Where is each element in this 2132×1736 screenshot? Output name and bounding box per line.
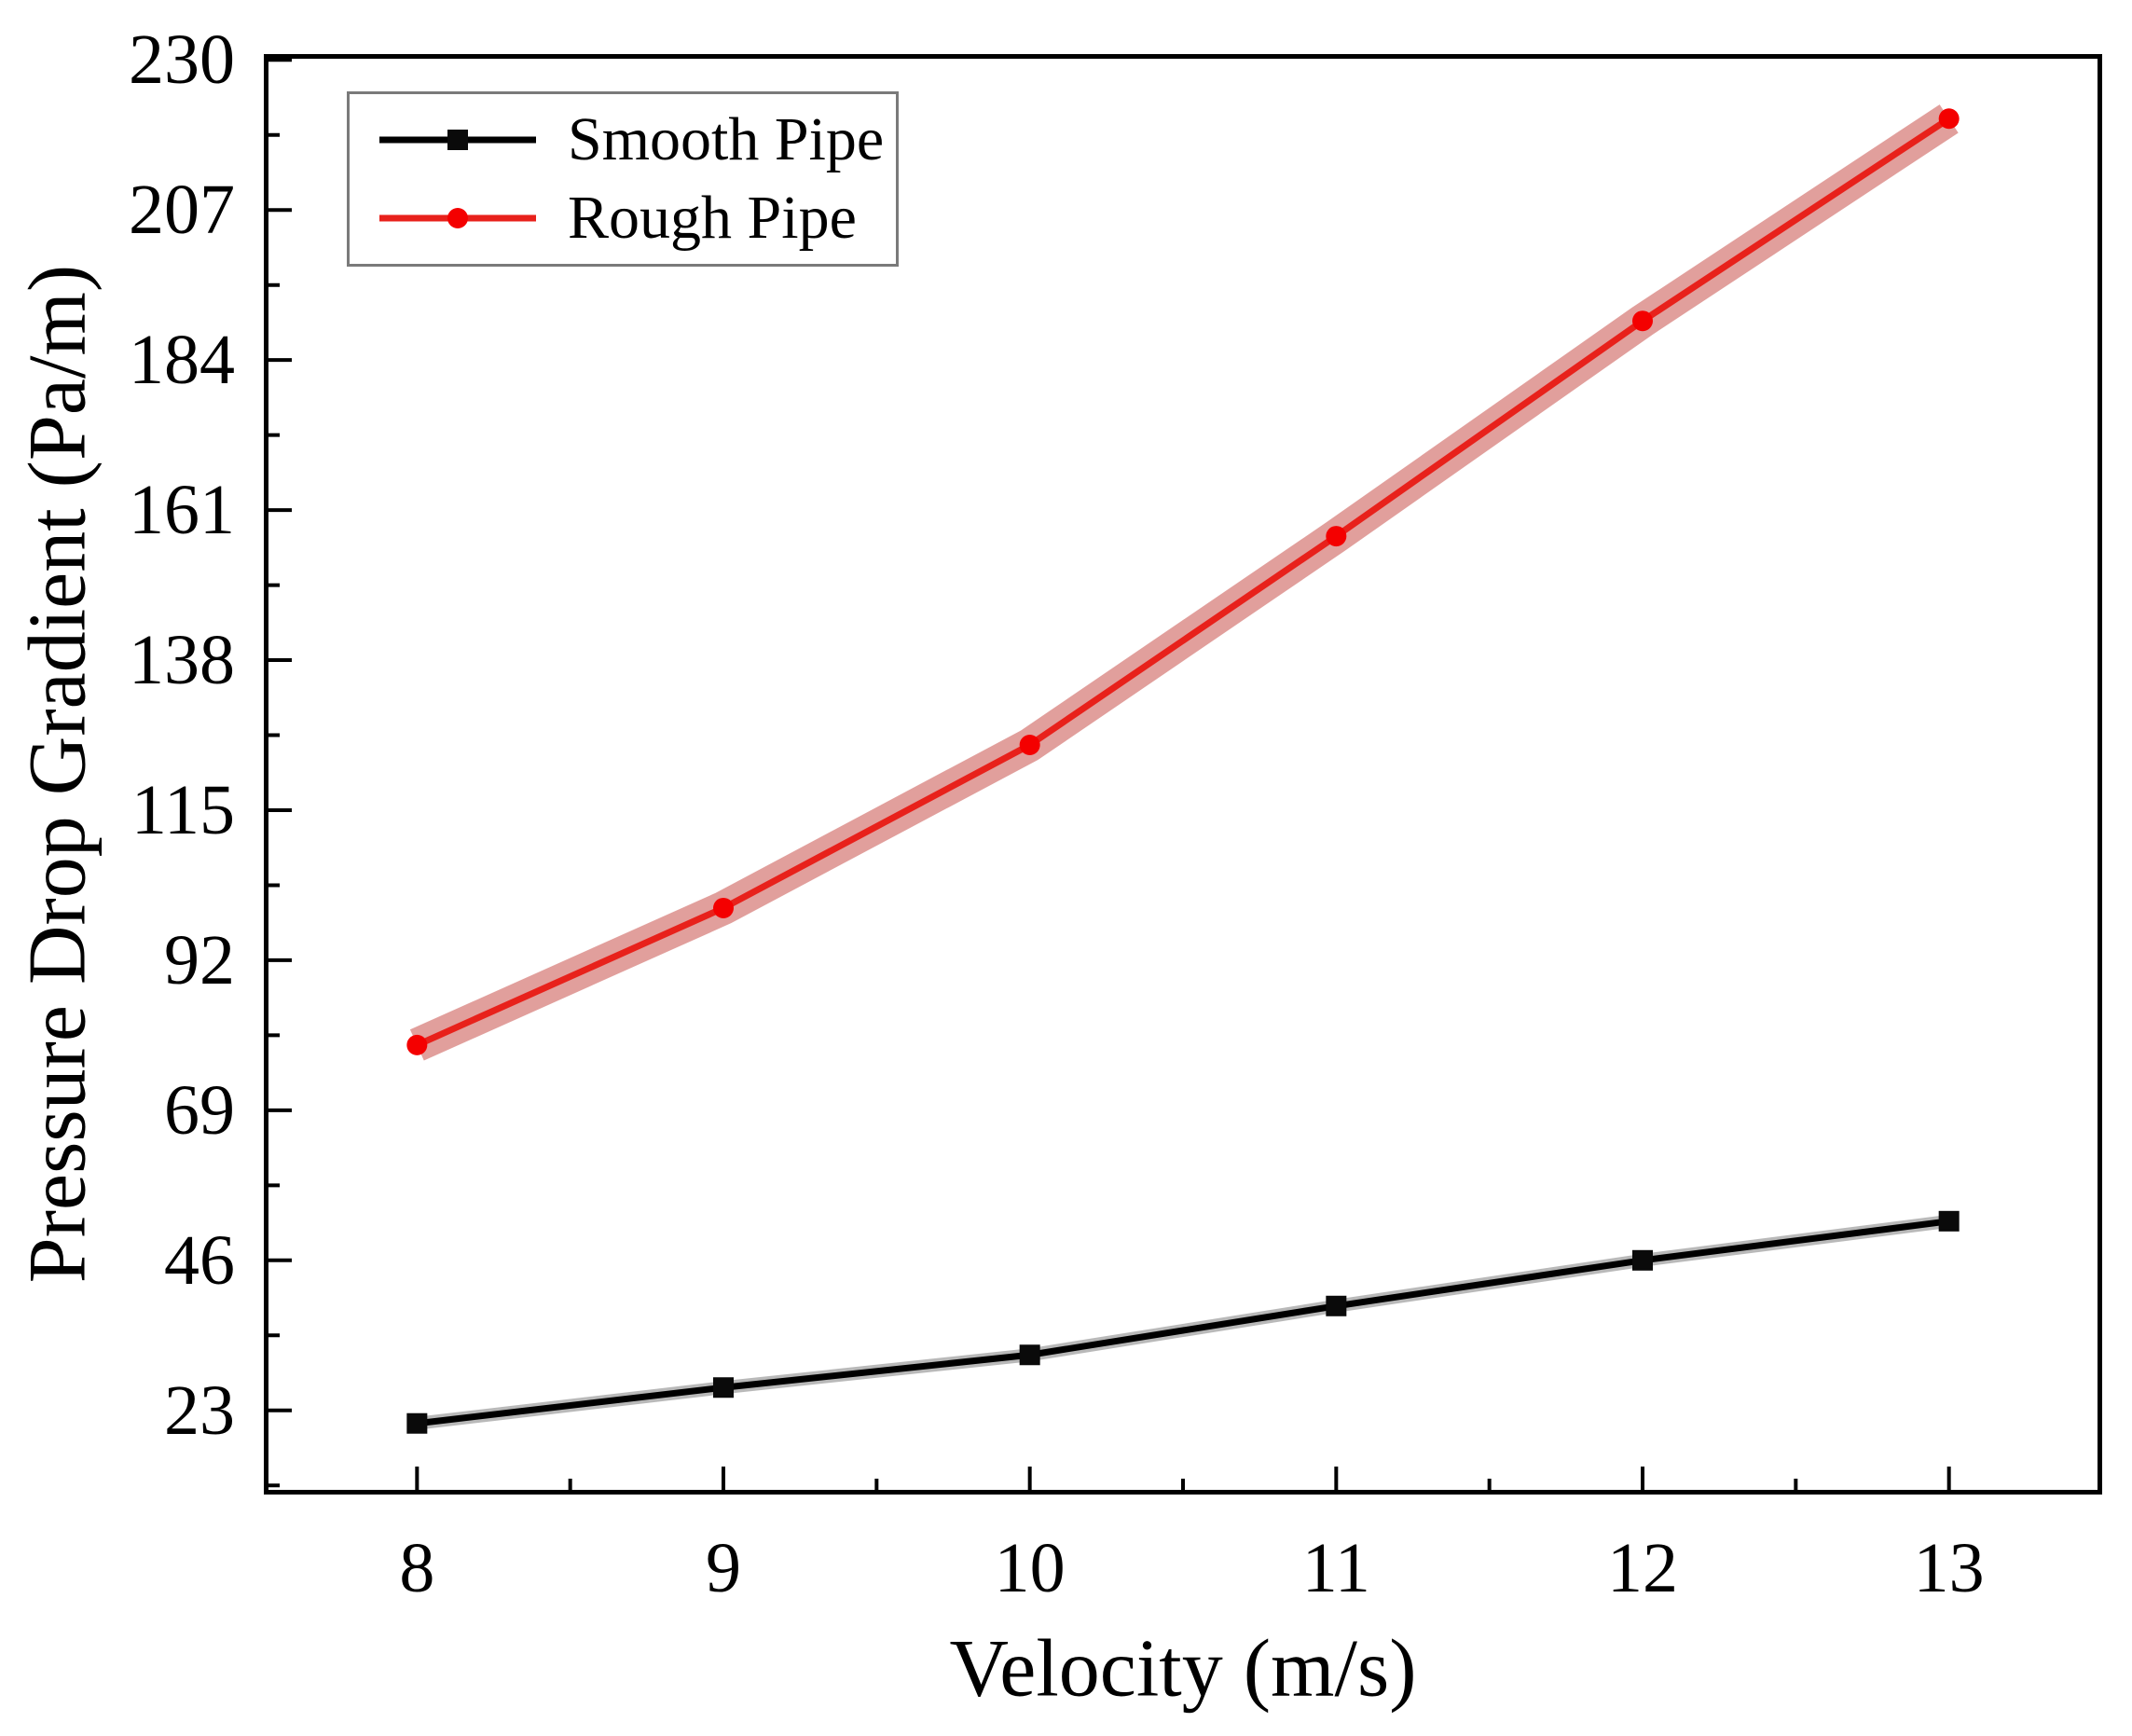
data-point-marker <box>406 1412 428 1434</box>
data-point-marker <box>1632 1249 1653 1271</box>
data-point-marker <box>713 1377 734 1398</box>
data-point-marker <box>1632 310 1653 332</box>
plot-frame <box>264 54 2102 1495</box>
legend-label: Smooth Pipe <box>568 105 885 174</box>
y-tick-label: 46 <box>164 1220 235 1300</box>
data-point-marker <box>1019 735 1040 756</box>
y-tick-label: 230 <box>129 21 235 100</box>
legend-label: Rough Pipe <box>568 183 857 252</box>
line-smooth-pipe <box>416 1218 1950 1427</box>
x-tick-label: 11 <box>1301 1529 1370 1607</box>
legend-item: Rough Pipe <box>350 181 896 255</box>
x-tick-label: 10 <box>994 1529 1066 1607</box>
data-point-marker <box>1019 1344 1040 1366</box>
y-tick-label: 161 <box>129 471 235 550</box>
plot-area <box>264 54 2102 1495</box>
y-tick-label: 69 <box>164 1070 235 1150</box>
legend-item: Smooth Pipe <box>350 103 896 177</box>
data-point-marker <box>1326 526 1347 547</box>
legend-marker-circle <box>447 207 468 228</box>
line-rough-pipe <box>415 116 1951 1049</box>
legend: Smooth Pipe Rough Pipe <box>347 91 899 267</box>
data-point-marker <box>406 1034 428 1055</box>
data-point-marker <box>713 897 734 918</box>
y-tick-label: 138 <box>129 621 235 700</box>
data-point-marker <box>1326 1295 1347 1316</box>
y-tick-label: 23 <box>164 1371 235 1450</box>
legend-line-sample <box>379 207 536 228</box>
data-point-marker <box>1938 108 1960 130</box>
x-axis-title: Velocity (m/s) <box>949 1623 1417 1715</box>
y-tick-label: 184 <box>129 321 235 400</box>
y-tick-label: 207 <box>129 171 235 250</box>
x-tick-label: 12 <box>1607 1529 1678 1607</box>
x-tick-label: 13 <box>1913 1529 1985 1607</box>
y-axis-title: Pressure Drop Gradient (Pa/m) <box>12 264 103 1284</box>
y-tick-label: 92 <box>164 920 235 999</box>
x-tick-label: 8 <box>399 1529 435 1607</box>
data-point-marker <box>1938 1210 1960 1232</box>
x-tick-label: 9 <box>706 1529 741 1607</box>
legend-marker-square <box>447 130 468 151</box>
y-tick-label: 115 <box>131 770 235 849</box>
legend-line-sample <box>379 130 536 151</box>
